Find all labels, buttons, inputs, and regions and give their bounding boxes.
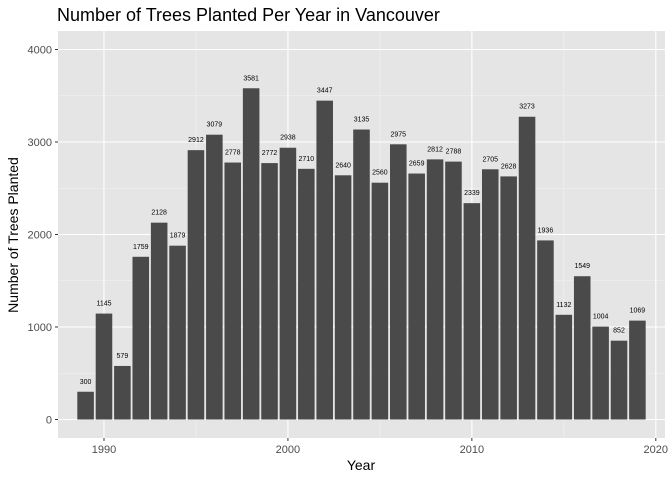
y-tick-label: 1000 xyxy=(28,322,52,334)
bar xyxy=(408,173,425,420)
chart-title: Number of Trees Planted Per Year in Vanc… xyxy=(57,5,440,25)
bar xyxy=(518,116,536,420)
bar xyxy=(390,144,407,420)
bar-value-label: 2560 xyxy=(372,170,388,177)
bar xyxy=(187,150,205,420)
bar-value-label: 1936 xyxy=(538,227,554,234)
bar-value-label: 2912 xyxy=(188,137,204,144)
bar-value-label: 1145 xyxy=(96,301,111,308)
bar-value-label: 2628 xyxy=(501,163,517,170)
bar xyxy=(95,313,113,420)
bar-value-label: 852 xyxy=(613,328,625,335)
bar xyxy=(132,256,150,420)
bar-value-label: 2128 xyxy=(151,210,167,217)
bar-value-label: 2772 xyxy=(262,150,278,157)
bar xyxy=(500,176,517,420)
y-tick-label: 4000 xyxy=(28,45,52,57)
x-tick-label: 2010 xyxy=(460,444,484,456)
y-tick-label: 0 xyxy=(46,415,52,427)
y-axis: 0 1000 2000 3000 4000 xyxy=(28,45,58,427)
bar-value-label: 1069 xyxy=(630,308,646,315)
bar-value-label: 300 xyxy=(80,379,92,386)
bar xyxy=(426,159,444,420)
bar xyxy=(629,320,646,420)
bar-value-label: 1132 xyxy=(556,302,571,309)
bar xyxy=(114,365,131,420)
bar xyxy=(610,340,628,420)
bar-value-label: 2659 xyxy=(409,161,425,168)
bar xyxy=(463,203,481,420)
bar-value-label: 3581 xyxy=(243,75,259,82)
bar xyxy=(334,175,352,420)
bar-value-label: 579 xyxy=(117,353,129,360)
bar xyxy=(169,245,186,420)
bar xyxy=(279,147,297,420)
bar xyxy=(150,222,168,420)
x-axis-title: Year xyxy=(347,457,376,473)
bar-value-label: 1879 xyxy=(170,233,186,240)
bar-value-label: 2778 xyxy=(225,150,241,157)
y-tick-label: 3000 xyxy=(28,137,52,149)
x-tick-label: 2020 xyxy=(644,444,668,456)
bar-value-label: 2710 xyxy=(299,156,315,163)
bar xyxy=(555,314,573,420)
x-tick-label: 2000 xyxy=(276,444,300,456)
bar-value-label: 2339 xyxy=(464,190,480,197)
bar xyxy=(261,163,278,420)
y-tick-label: 2000 xyxy=(28,230,52,242)
bar-value-label: 3135 xyxy=(354,117,370,124)
bar-value-label: 1549 xyxy=(574,263,590,270)
bar-value-label: 3273 xyxy=(519,104,535,111)
bar xyxy=(592,326,609,420)
bar xyxy=(445,161,462,420)
bar xyxy=(573,276,591,420)
bar xyxy=(481,169,499,420)
y-axis-title: Number of Trees Planted xyxy=(5,157,21,313)
bar-value-label: 1004 xyxy=(593,314,609,321)
bar xyxy=(298,168,315,420)
data-labels: 300 1145 579 1759 2128 1879 2912 3079 2778 3581 27… xyxy=(80,75,646,385)
bar-value-label: 2705 xyxy=(482,156,498,163)
bar-value-label: 2788 xyxy=(446,149,462,156)
bar xyxy=(371,182,389,420)
bar-value-label: 2938 xyxy=(280,135,296,142)
bar xyxy=(242,88,260,420)
bar-value-label: 2640 xyxy=(335,162,351,169)
bar-value-label: 3079 xyxy=(207,122,223,129)
bar xyxy=(316,100,333,420)
bar-value-label: 2812 xyxy=(427,146,443,153)
bar xyxy=(206,134,223,420)
bar-value-label: 2975 xyxy=(390,131,406,138)
bar xyxy=(537,240,554,420)
bars xyxy=(77,88,646,420)
bar xyxy=(224,162,242,420)
bar xyxy=(353,129,370,420)
x-axis: 1990 2000 2010 2020 xyxy=(92,438,668,456)
bar xyxy=(77,391,94,420)
x-tick-label: 1990 xyxy=(92,444,116,456)
bar-value-label: 1759 xyxy=(133,244,149,251)
bar-value-label: 3447 xyxy=(317,88,333,95)
